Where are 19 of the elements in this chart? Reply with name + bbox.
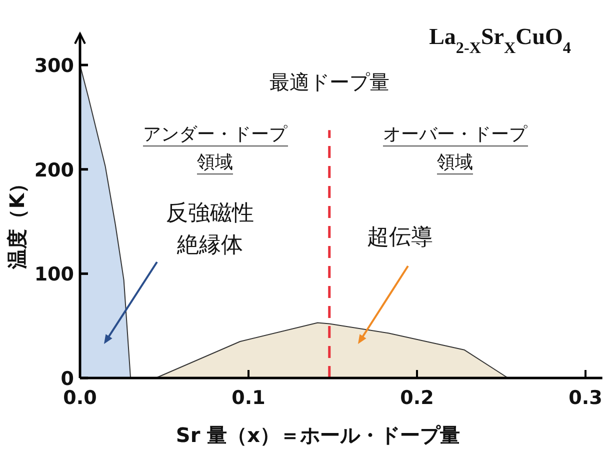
x-tick-label: 0.0 bbox=[63, 387, 97, 409]
annotation: 反強磁性 bbox=[166, 201, 254, 226]
annotation: 領域 bbox=[197, 152, 233, 173]
annotation: アンダー・ドープ bbox=[143, 124, 288, 145]
annotation: 領域 bbox=[437, 152, 473, 173]
x-tick-label: 0.3 bbox=[568, 387, 602, 409]
y-tick-label: 300 bbox=[34, 55, 74, 78]
y-tick-label: 200 bbox=[34, 159, 74, 182]
annotation: 絶縁体 bbox=[176, 233, 243, 258]
annotation: オーバー・ドープ bbox=[383, 124, 528, 145]
x-tick-label: 0.1 bbox=[232, 387, 266, 409]
ref-line-label: 最適ドープ量 bbox=[269, 70, 390, 94]
x-axis-title: Sr 量（x）＝ホール・ドープ量 bbox=[176, 423, 460, 447]
annotation: 超伝導 bbox=[367, 225, 433, 250]
x-tick-label: 0.2 bbox=[400, 387, 434, 409]
y-tick-label: 100 bbox=[34, 264, 74, 286]
chart-title: La$_{2-X}$Sr$_{X}$CuO$_{4}$ bbox=[429, 24, 571, 56]
y-tick-label: 0 bbox=[60, 368, 74, 390]
y-axis-title: 温度（K） bbox=[5, 173, 29, 270]
